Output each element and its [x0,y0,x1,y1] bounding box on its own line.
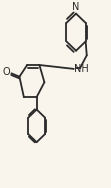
Text: O: O [2,67,10,77]
Text: NH: NH [74,64,89,74]
Text: N: N [72,2,80,12]
